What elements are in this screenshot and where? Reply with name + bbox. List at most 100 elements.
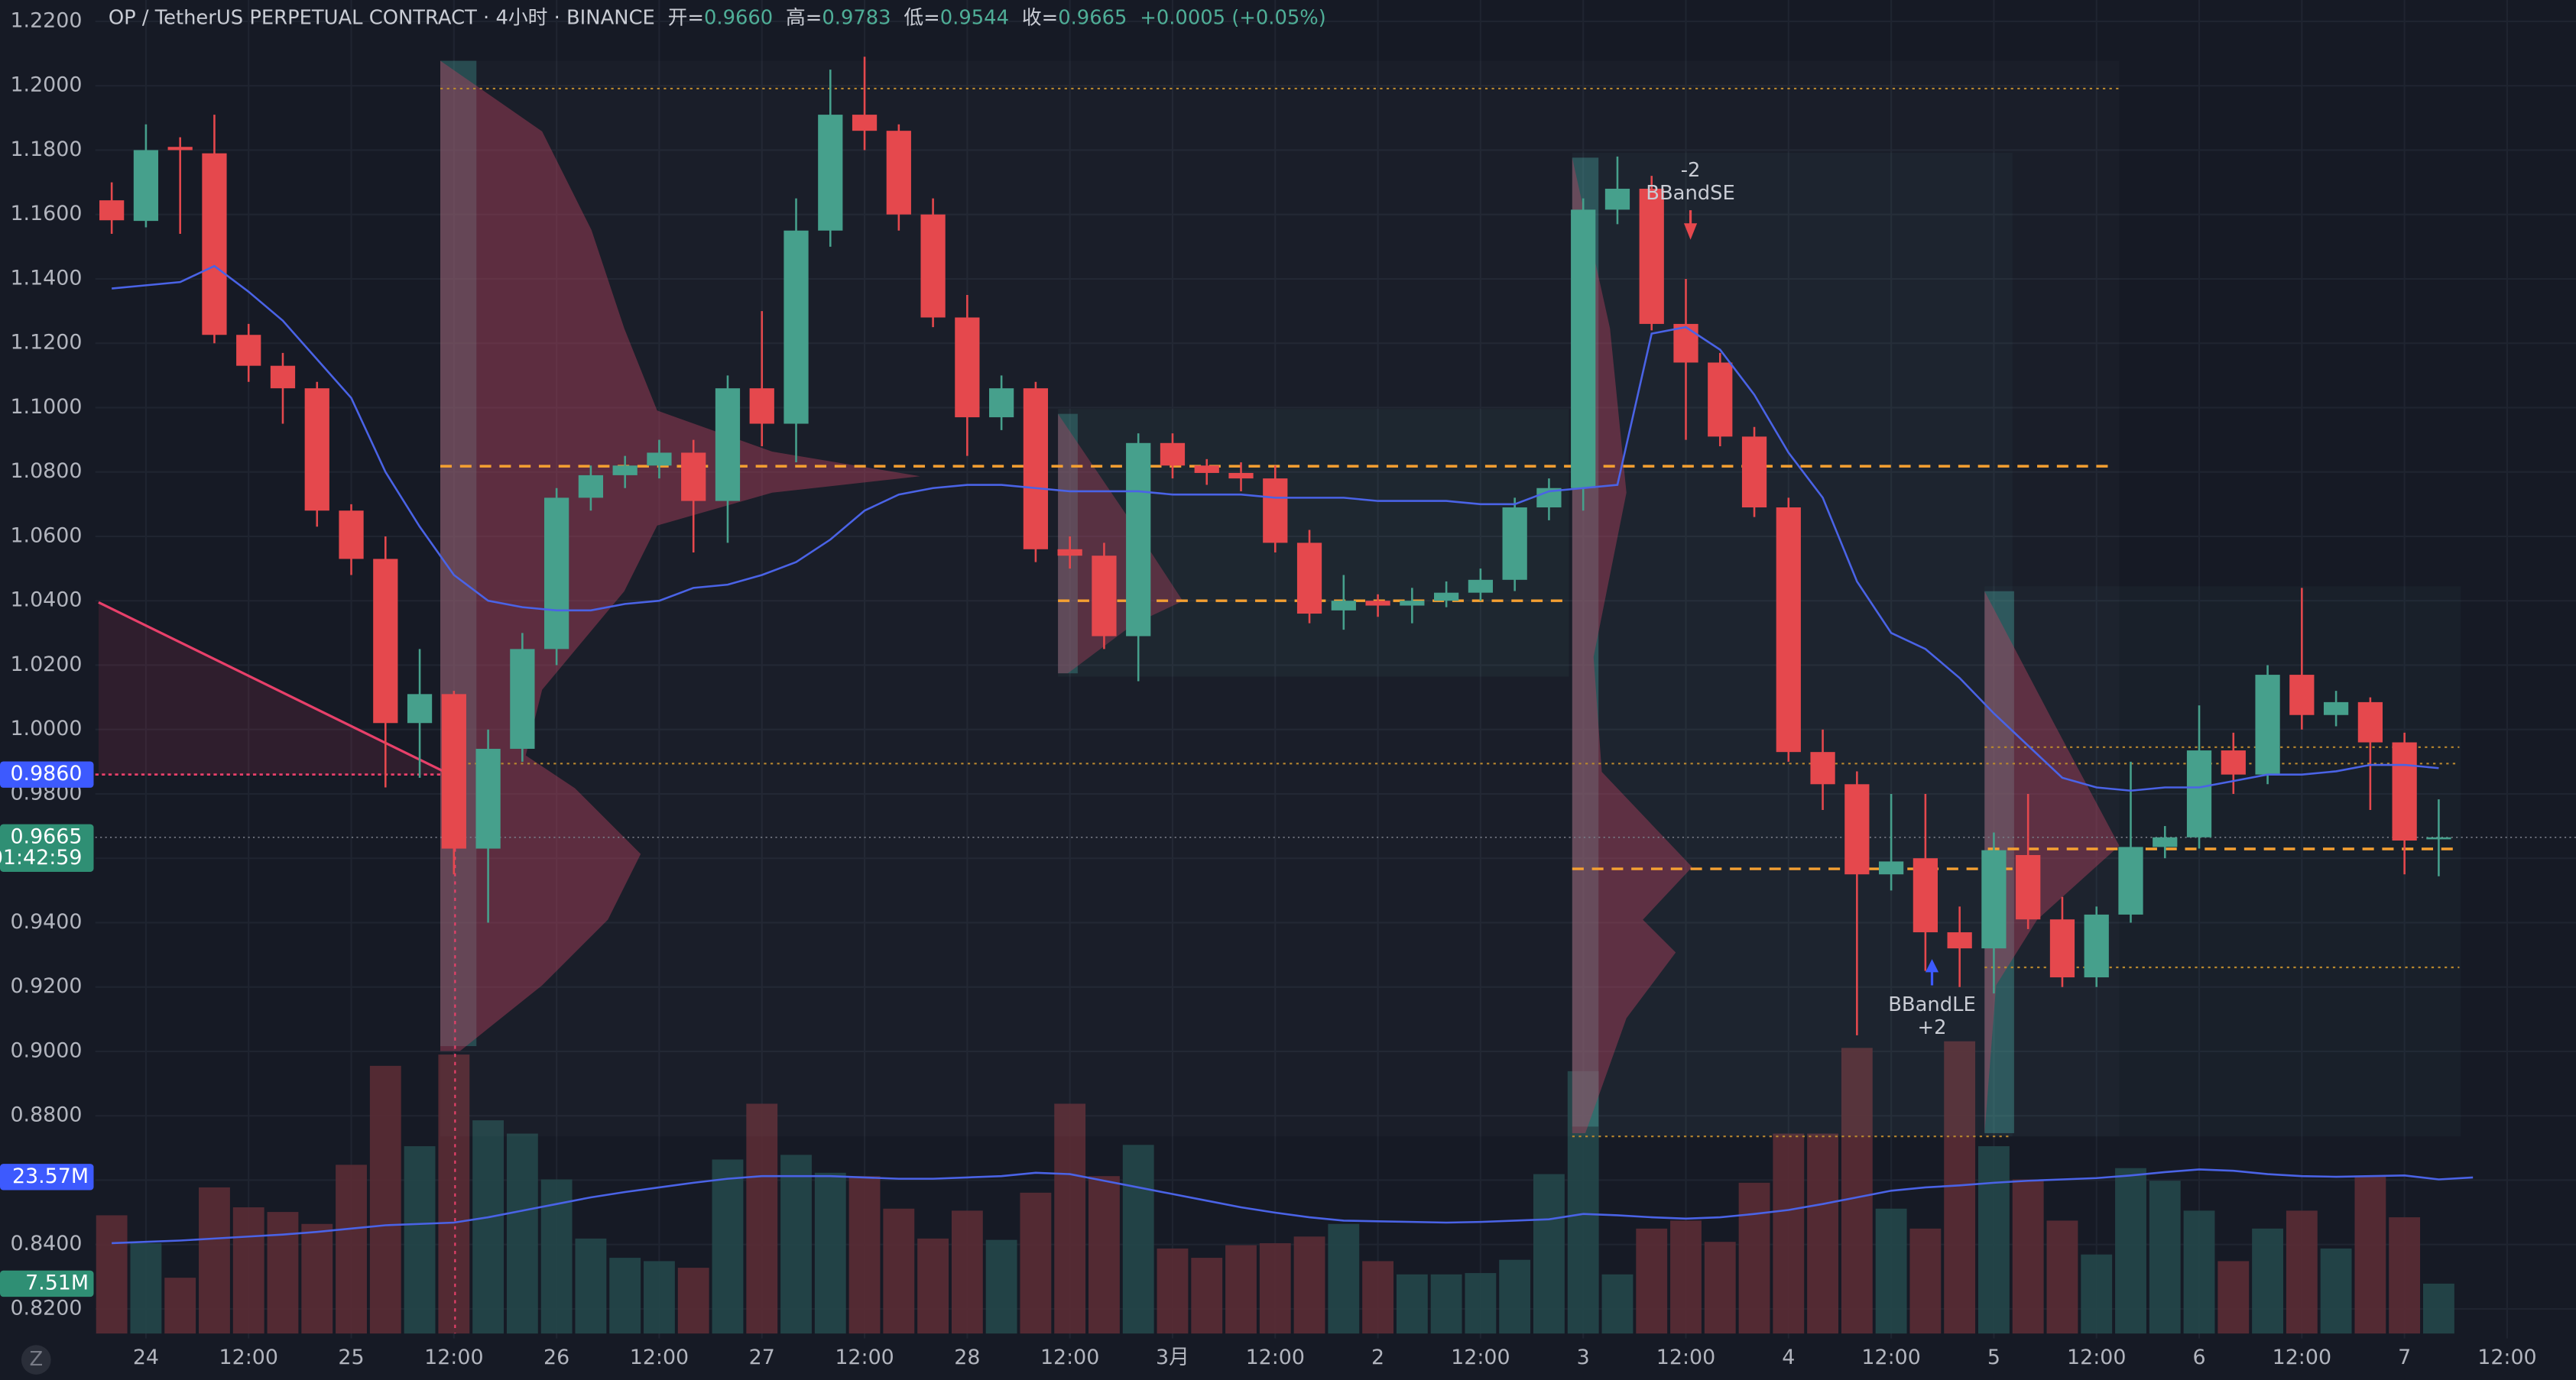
x-tick-label: 2 (1371, 1346, 1384, 1369)
x-tick-label: 7 (2398, 1346, 2411, 1369)
y-tick-label: 1.2000 (10, 73, 82, 97)
candle-body (2323, 701, 2349, 715)
y-tick-label: 0.8200 (10, 1296, 82, 1320)
ohlc-label: 高= (786, 6, 822, 29)
volume-bar (2320, 1248, 2352, 1334)
x-tick-label: 3月 (1156, 1346, 1189, 1369)
volume-bar (848, 1176, 881, 1334)
volume-bar (2046, 1220, 2078, 1334)
volume-bar (575, 1238, 607, 1334)
candle-body (2049, 919, 2075, 978)
volume-bar (438, 1054, 470, 1334)
volume-bar (232, 1207, 264, 1334)
countdown: 01:42:59 (0, 846, 82, 870)
volume-bar (2012, 1179, 2044, 1334)
candle-body (1126, 442, 1151, 637)
candle-body (1981, 850, 2007, 949)
candle-body (475, 748, 501, 849)
volume-bar (814, 1172, 846, 1334)
candle-body (99, 200, 125, 221)
volume-bar (746, 1103, 778, 1334)
volume-bar (404, 1146, 436, 1334)
candle-body (2255, 675, 2280, 775)
candle-body (441, 694, 466, 849)
volume-bar (369, 1065, 401, 1334)
candle-body (1810, 752, 1835, 785)
axes: 1.2200 1.2000 1.1800 1.1600 1.1400 1.1200 1.10… (0, 8, 2537, 1369)
candle-body (270, 365, 296, 389)
x-tick-label: 12:00 (1656, 1346, 1715, 1369)
volume-ma-line (112, 1168, 2474, 1245)
candle-body (1194, 465, 1219, 473)
volume-bar (336, 1165, 367, 1334)
candle-body (784, 230, 809, 424)
profile-bars (440, 60, 920, 1051)
y-tick-label: 0.8800 (10, 1103, 82, 1127)
price-marker (0, 761, 94, 788)
volume-bar (1499, 1259, 1531, 1334)
volume-bar (609, 1258, 641, 1334)
candle-body (715, 388, 741, 501)
volume-bar (1841, 1048, 1873, 1334)
ohlc-value: 0.9783 (822, 6, 891, 29)
volume-bar (1944, 1041, 1976, 1334)
candle-body (1228, 472, 1254, 479)
volume-bar (96, 1215, 128, 1334)
candle-body (852, 115, 878, 131)
candle-body (578, 475, 604, 498)
volume-bar (1191, 1258, 1223, 1334)
y-tick-label: 1.1600 (10, 202, 82, 225)
volume-bar (1225, 1245, 1257, 1334)
candle-body (1263, 478, 1288, 543)
candle-body (304, 388, 329, 511)
volume-bar (2149, 1181, 2181, 1334)
price-marker-label: 0.9860 (10, 762, 82, 786)
candle-body (2084, 914, 2109, 978)
overlay: -2 BBandSE BBandLE +2 (1646, 159, 1975, 1039)
x-tick-label: 12:00 (630, 1346, 689, 1369)
volume-bar (1909, 1228, 1942, 1334)
ohlc-value: 0.9544 (940, 6, 1009, 29)
annotation: +2 (1917, 1016, 1946, 1039)
volume-bar (164, 1278, 196, 1334)
candle-body (2153, 837, 2178, 847)
y-tick-label: 1.0800 (10, 459, 82, 483)
candle-body (612, 465, 638, 475)
volume-bar (267, 1212, 299, 1334)
annotation: BBandLE (1888, 993, 1976, 1016)
volume-bar (2081, 1254, 2113, 1334)
volume-marker (0, 1164, 94, 1190)
candle-body (236, 335, 261, 366)
candle-body (1468, 579, 1494, 593)
y-tick-label: 1.1000 (10, 395, 82, 419)
volume-bar (1088, 1176, 1120, 1334)
candle-body (1571, 209, 1596, 488)
candle-body (989, 388, 1014, 418)
volume-bar (130, 1242, 162, 1334)
sell-arrow (1683, 223, 1698, 240)
candle-body (1092, 556, 1117, 637)
y-tick-label: 1.0000 (10, 717, 82, 740)
volume-bar (2354, 1176, 2386, 1334)
volume-bar (301, 1223, 333, 1334)
y-tick-label: 1.1200 (10, 331, 82, 355)
change: +0.0005 (+0.05%) (1140, 6, 1326, 29)
candle-body (2118, 847, 2143, 915)
candle-body (1604, 188, 1630, 210)
candle-body (373, 559, 398, 724)
candle-body (2392, 742, 2417, 841)
x-tick-label: 3 (1577, 1346, 1590, 1369)
candle-body (1673, 323, 1698, 363)
y-tick-label: 1.2200 (10, 8, 82, 32)
candle-body (544, 497, 569, 650)
candle-body (647, 452, 672, 466)
profile-bars (1058, 413, 1183, 674)
ohlc-value: 0.9665 (1058, 6, 1127, 29)
y-tick-label: 0.9000 (10, 1038, 82, 1062)
candle-body (749, 388, 774, 424)
x-tick-label: 28 (954, 1346, 980, 1369)
logo-text: Z (29, 1348, 43, 1371)
candle-body (1947, 932, 1972, 949)
volume-bar (1396, 1274, 1428, 1334)
candle-body (202, 153, 227, 335)
